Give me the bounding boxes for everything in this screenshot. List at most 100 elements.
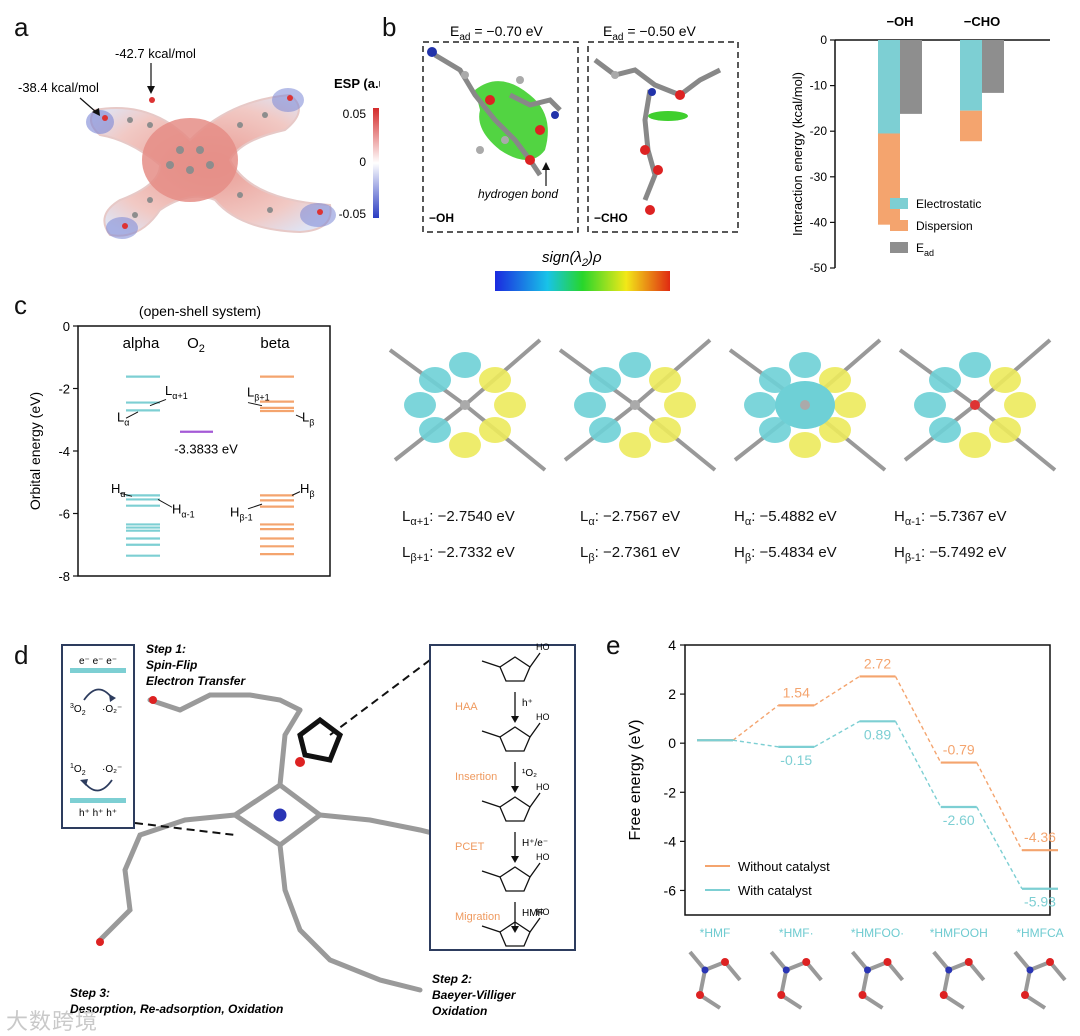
orbital-lobe: [404, 392, 436, 418]
fe-data-label: 2.72: [864, 655, 891, 671]
panel-a-esp: -42.7 kcal/mol -38.4 kcal/mol ESP (a.u.)…: [18, 46, 380, 239]
structure-oxygen: [721, 958, 729, 966]
hydroxyl-label: HO: [536, 907, 550, 917]
fe-data-label: -2.60: [943, 812, 975, 828]
orbital-lobe: [959, 432, 991, 458]
orbital-lobe: [419, 417, 451, 443]
orbital-picture: [898, 338, 1057, 472]
fe-legend-label: With catalyst: [738, 883, 812, 898]
orbital-picture: [558, 338, 717, 472]
fe-connector: [976, 806, 1023, 890]
orbital-lobe: [419, 367, 451, 393]
superoxide-label-1: ·O₂⁻: [102, 704, 122, 715]
orbital-lobe: [664, 392, 696, 418]
bar-category-label: −OH: [886, 14, 913, 29]
orbital-isosurfaces: [388, 338, 1057, 472]
oh-dashed-box: [422, 41, 579, 233]
fe-y-tick-label: 4: [668, 637, 676, 653]
level-column-alpha: alpha: [123, 335, 160, 352]
mechanism-molecule: HO: [481, 712, 550, 752]
mechanism-arrowhead: [511, 926, 519, 933]
hbond-arrowhead: [542, 162, 550, 170]
mechanism-step-label: Insertion: [455, 771, 497, 783]
mechanism-arrowhead: [511, 786, 519, 793]
orbital-lobe: [589, 367, 621, 393]
fe-connector: [732, 739, 779, 748]
catalyst-structure: [97, 692, 463, 993]
fe-x-category-label: *HMFOO·: [851, 926, 904, 940]
step1-line3: Electron Transfer: [146, 674, 246, 688]
tag-h-alpha-minus1: Hα-1: [172, 502, 195, 520]
fe-intermediate-structure: [932, 950, 986, 1010]
interaction-energy-chart: 0 -10 -20 -30 -40 -50 Interaction energy (kcal…: [790, 14, 1050, 275]
electron-band: [70, 668, 126, 673]
fe-y-tick-label: 0: [668, 735, 676, 751]
oh-molecule: [427, 47, 562, 177]
orbital-center-atom: [460, 400, 470, 410]
furan-ring: [499, 866, 531, 892]
fe-frame: [684, 644, 1051, 916]
panel-d-mechanism: e⁻ e⁻ e⁻ h⁺ h⁺ h⁺ 3O2 ·O₂⁻ 1O2 ·O₂⁻ Step…: [61, 642, 576, 1018]
esp-arrowhead-1: [147, 86, 155, 94]
hbond-label: hydrogen bond: [478, 187, 558, 201]
orbital-center-atom: [800, 400, 810, 410]
structure-skeleton: [850, 950, 905, 1010]
structure-nitrogen: [945, 966, 953, 974]
orbital-picture: [388, 338, 547, 472]
furan-ring: [499, 726, 531, 752]
mechanism-step-label: Migration: [455, 911, 500, 923]
watermark: 大数跨境: [6, 1010, 99, 1035]
orbital-lobe: [819, 367, 851, 393]
fe-legend-label: Without catalyst: [738, 859, 830, 874]
orbital-lobe: [759, 417, 791, 443]
structure-nitrogen: [1026, 966, 1034, 974]
tag-line: [247, 402, 263, 407]
orbital-lobe: [479, 417, 511, 443]
structure-oxygen: [883, 958, 892, 966]
furan-ring: [499, 921, 531, 947]
bar-y-axis-label: Interaction energy (kcal/mol): [790, 72, 805, 236]
bond: [481, 730, 501, 738]
bar-ead: [900, 40, 922, 114]
esp-arrow-2: [79, 97, 97, 113]
orbital-lobe: [914, 392, 946, 418]
bar-legend-label: Dispersion: [916, 219, 973, 233]
mechanism-reagent: HMF: [522, 908, 544, 919]
fe-intermediate-structure: [850, 950, 905, 1010]
orbital-center-atom: [630, 400, 640, 410]
esp-colorbar: [373, 108, 379, 218]
level-y-tick-label: -2: [58, 382, 70, 397]
mechanism-reagent: h⁺: [522, 698, 533, 709]
fe-data-label: -0.79: [943, 742, 975, 758]
orbital-energy-value: Hα-1: −5.7367 eV: [894, 508, 1007, 528]
hydroxyl-label: HO: [536, 642, 550, 652]
orbital-energy-value: Lα+1: −2.7540 eV: [402, 508, 515, 528]
esp-colorbar-title: ESP (a.u.): [334, 76, 380, 91]
step2-title: Step 2:: [432, 972, 472, 986]
fe-data-label: -0.15: [780, 752, 812, 768]
step2-box: [429, 644, 576, 951]
esp-tick-mid: 0: [359, 155, 366, 169]
zoom-line-left: [134, 822, 236, 836]
o2-level-label: -3.3833 eV: [174, 442, 238, 457]
tag-line: [119, 492, 133, 497]
orbital-lobe: [494, 392, 526, 418]
orbital-lobe: [589, 417, 621, 443]
level-y-tick-label: -4: [58, 444, 70, 459]
level-column-beta: beta: [260, 335, 290, 352]
bar-y-tick-label: -20: [810, 124, 828, 138]
tag-line: [291, 491, 301, 496]
orbital-lobe: [649, 417, 681, 443]
fe-x-category-label: *HMFOOH: [930, 926, 988, 940]
mechanism-reagent: ¹O₂: [522, 768, 537, 779]
bond: [529, 862, 541, 878]
orbital-lobe: [929, 417, 961, 443]
orbital-lobe: [479, 367, 511, 393]
tag-line: [157, 499, 173, 508]
esp-annotation-2: -38.4 kcal/mol: [18, 80, 99, 95]
fe-x-category-label: *HMF·: [779, 926, 814, 940]
fe-connector: [813, 720, 860, 748]
structure-oxygen: [964, 958, 973, 966]
bar-ead: [982, 40, 1004, 93]
orbital-center-atom: [970, 400, 980, 410]
